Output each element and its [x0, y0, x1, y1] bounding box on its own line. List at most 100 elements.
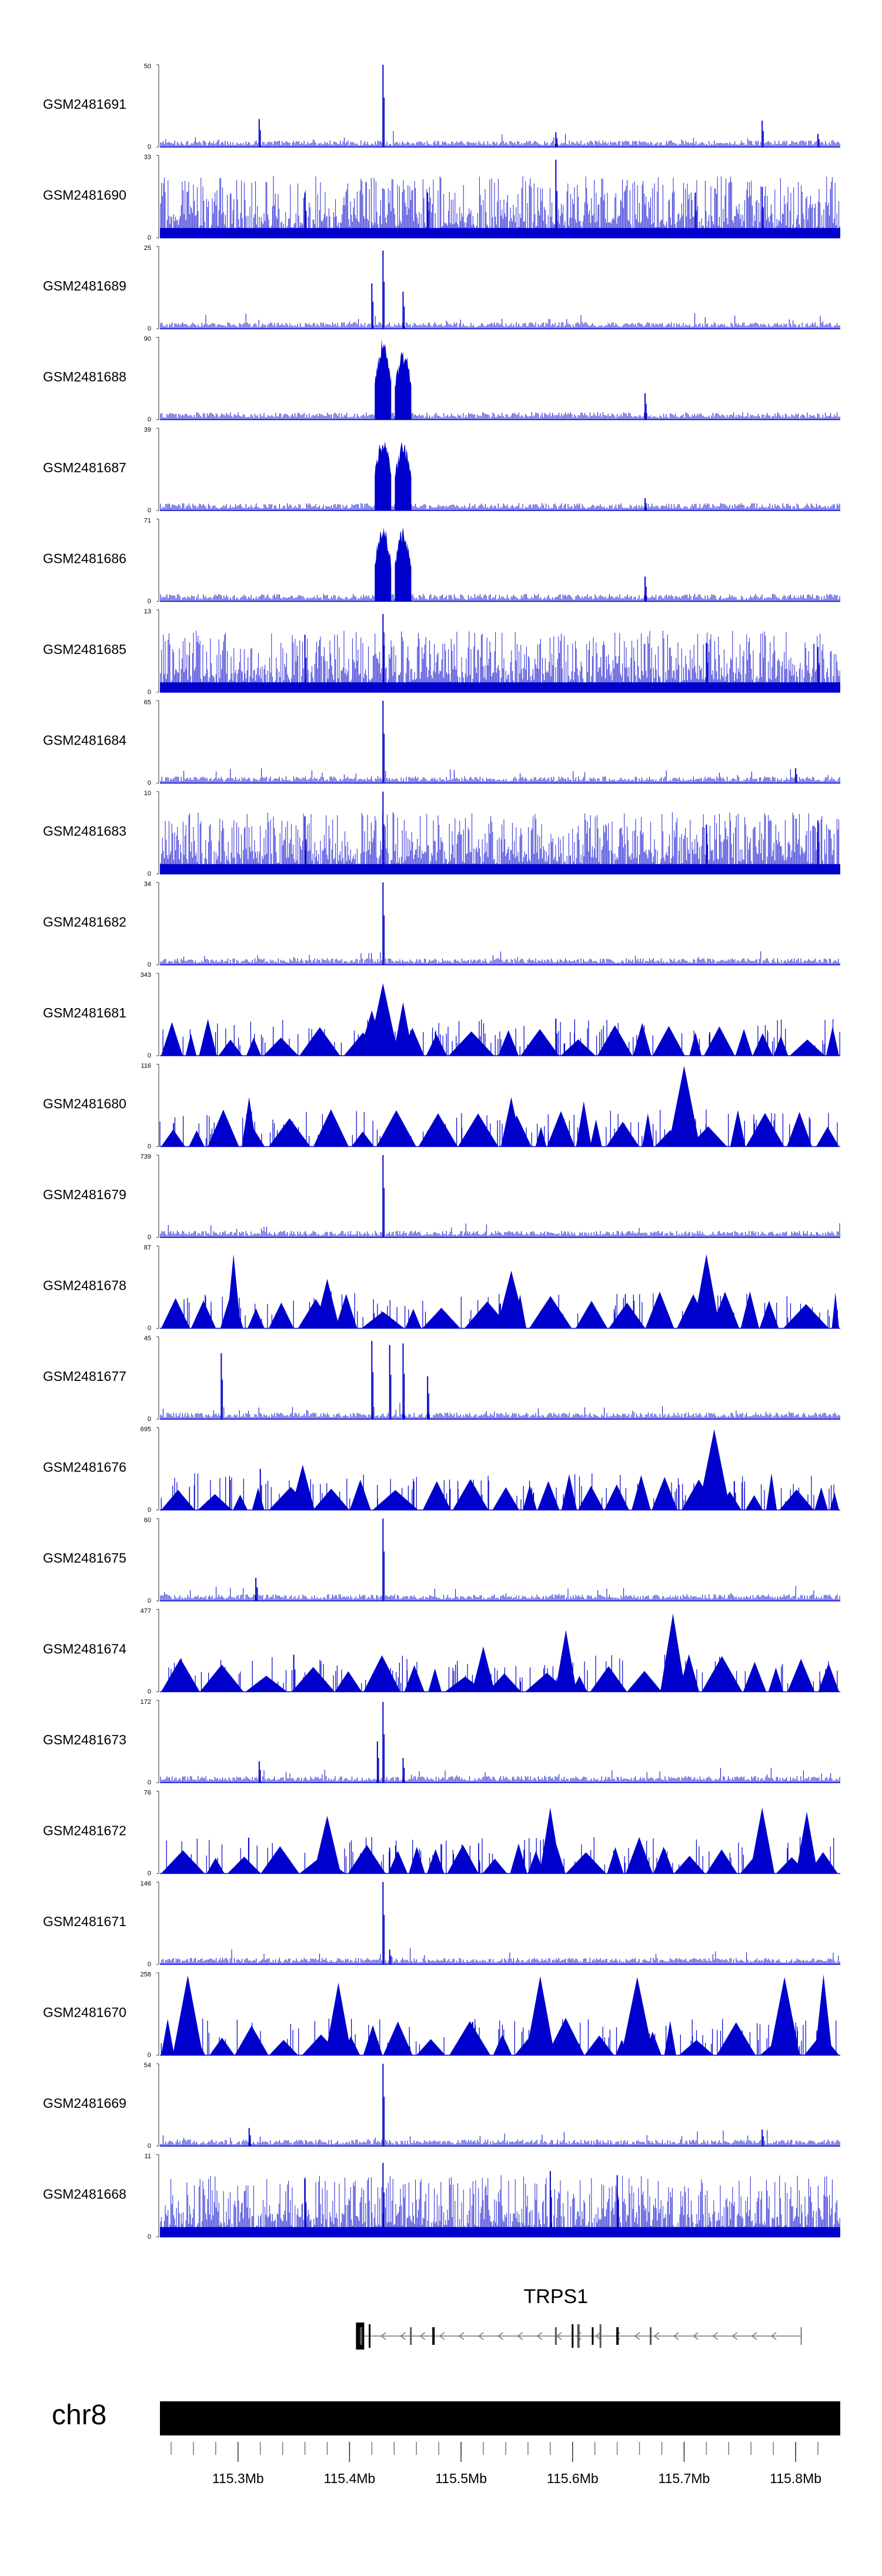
track-peak: [555, 1630, 577, 1692]
track-max-value: 116: [141, 1063, 151, 1070]
track-GSM2481691: GSM2481691 50 0: [43, 63, 840, 151]
track-label: GSM2481674: [43, 1641, 126, 1657]
track-signal-spikes: [161, 1473, 834, 1510]
track-GSM2481668: GSM2481668 11 0: [43, 2153, 840, 2241]
track-peak: [375, 441, 392, 510]
track-min-value: 0: [148, 689, 151, 696]
track-GSM2481684: GSM2481684 65 0: [43, 699, 840, 787]
track-min-value: 0: [148, 2143, 151, 2150]
gene-strand-chevron: [400, 2332, 406, 2340]
gene-exon: [572, 2324, 574, 2348]
track-max-value: 343: [141, 972, 151, 979]
track-min-value: 0: [148, 1597, 151, 1604]
track-min-value: 0: [148, 235, 151, 242]
track-label: GSM2481673: [43, 1732, 126, 1747]
track-label: GSM2481675: [43, 1550, 126, 1566]
track-label: GSM2481671: [43, 1914, 126, 1929]
track-peak: [660, 1613, 686, 1692]
track-min-value: 0: [148, 1507, 151, 1514]
track-signal-floor: [160, 2227, 840, 2237]
track-GSM2481689: GSM2481689 25 0: [43, 245, 840, 332]
gene-strand-chevron: [517, 2332, 523, 2340]
track-signal-noise: [160, 593, 840, 602]
track-peak: [796, 1811, 818, 1874]
track-peak: [393, 1002, 413, 1056]
gene-strand-chevron: [634, 2332, 640, 2340]
track-signal-fill: [161, 1473, 839, 1510]
track-label: GSM2481682: [43, 915, 126, 930]
track-signal-spikes: [161, 2018, 837, 2056]
track-signal-fill: [161, 1290, 839, 1329]
track-min-value: 0: [148, 2234, 151, 2241]
track-max-value: 33: [144, 154, 151, 161]
track-GSM2481686: GSM2481686 71 0: [43, 518, 840, 605]
axis-tick-label: 115.8Mb: [770, 2471, 821, 2486]
chromosome-track: chr8: [52, 2400, 840, 2435]
track-signal-noise: [160, 1586, 840, 1601]
track-signal-noise: [160, 131, 840, 147]
track-label: GSM2481678: [43, 1278, 126, 1293]
track-min-value: 0: [148, 507, 151, 514]
gene-strand-chevron: [536, 2332, 543, 2340]
track-peak: [242, 1097, 257, 1147]
track-min-value: 0: [148, 2052, 151, 2059]
track-max-value: 739: [141, 1153, 151, 1160]
gene-strand-chevron: [653, 2332, 660, 2340]
track-peak: [315, 1279, 340, 1329]
track-max-value: 87: [144, 1244, 151, 1252]
track-min-value: 0: [148, 1052, 151, 1059]
track-min-value: 0: [148, 780, 151, 787]
track-signal-spikes: [159, 1109, 838, 1147]
track-max-value: 54: [144, 2062, 151, 2069]
track-min-value: 0: [148, 144, 151, 151]
gene-exon: [432, 2327, 435, 2345]
signal-tracks: GSM2481691500GSM2481690330GSM2481689250G…: [43, 63, 840, 2241]
gene-strand-chevron: [595, 2332, 601, 2340]
track-signal-noise: [160, 503, 840, 510]
gene-exon: [650, 2327, 652, 2345]
track-label: GSM2481683: [43, 823, 126, 839]
track-peak: [698, 1429, 731, 1510]
track-label: GSM2481687: [43, 460, 126, 475]
track-peak: [693, 1254, 720, 1329]
track-min-value: 0: [148, 870, 151, 877]
track-GSM2481674: GSM2481674 477 0: [43, 1608, 840, 1696]
track-GSM2481671: GSM2481671 146 0: [43, 1880, 840, 1968]
track-GSM2481683: GSM2481683 10 0: [43, 790, 840, 877]
track-GSM2481682: GSM2481682 34 0: [43, 881, 840, 969]
gene-label-trps1: TRPS1: [524, 2285, 589, 2308]
track-peak: [539, 1807, 561, 1874]
track-label: GSM2481677: [43, 1369, 126, 1384]
track-label: GSM2481685: [43, 642, 126, 657]
track-GSM2481688: GSM2481688 90 0: [43, 336, 840, 423]
track-GSM2481685: GSM2481685 13 0: [43, 608, 840, 696]
track-max-value: 60: [144, 1517, 151, 1524]
gene-strand-chevron: [439, 2332, 445, 2340]
track-max-value: 34: [144, 881, 151, 888]
track-signal-fill: [161, 1837, 838, 1874]
track-GSM2481673: GSM2481673 172 0: [43, 1699, 840, 1786]
track-signal-floor: [160, 228, 840, 238]
track-max-value: 146: [141, 1880, 151, 1887]
track-signal-fill: [161, 1654, 839, 1692]
track-max-value: 45: [144, 1335, 151, 1342]
track-max-value: 65: [144, 699, 151, 706]
track-max-value: 71: [144, 518, 151, 525]
track-max-value: 695: [141, 1426, 151, 1433]
track-min-value: 0: [148, 962, 151, 969]
track-GSM2481672: GSM2481672 76 0: [43, 1790, 840, 1877]
track-label: GSM2481689: [43, 278, 126, 293]
gene-exon: [410, 2327, 412, 2345]
track-GSM2481677: GSM2481677 45 0: [43, 1335, 840, 1423]
gene-strand-chevron: [419, 2332, 426, 2340]
gene-exon: [369, 2324, 371, 2348]
track-label: GSM2481668: [43, 2187, 126, 2202]
track-max-value: 90: [144, 336, 151, 343]
gene-strand-chevron: [556, 2332, 562, 2340]
gene-exon: [616, 2327, 619, 2345]
track-signal-noise: [160, 768, 840, 783]
track-peak: [226, 1254, 241, 1329]
track-peak: [496, 1270, 526, 1329]
track-signal-floor: [160, 864, 840, 874]
track-label: GSM2481670: [43, 2005, 126, 2020]
